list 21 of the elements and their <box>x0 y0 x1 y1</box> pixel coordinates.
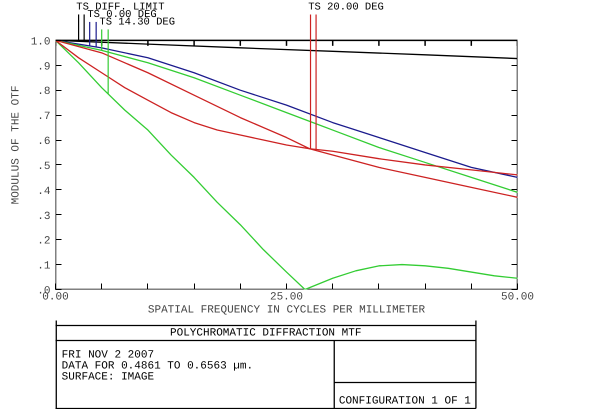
x-tick-label: 25.00 <box>270 292 304 304</box>
y-tick-label: .7 <box>37 111 50 124</box>
y-tick-label: .1 <box>37 260 51 273</box>
y-axis-title: MODULUS OF THE OTF <box>10 86 23 204</box>
y-tick-label: .9 <box>37 61 50 74</box>
x-tick-label: 50.00 <box>500 292 534 304</box>
text: CONFIGURATION 1 OF 1 <box>338 396 472 408</box>
y-tick-label: .2 <box>37 236 50 248</box>
y-tick-label: .5 <box>37 160 50 173</box>
y-tick-label: .6 <box>37 136 50 148</box>
y-tick-label: 1.0 <box>30 36 51 48</box>
text: FRI NOV 2 2007 <box>62 350 154 362</box>
y-tick-label: .4 <box>37 186 51 198</box>
text: DATA FOR 0.4861 TO 0.6563 µm. <box>62 360 254 372</box>
x-axis-title: SPATIAL FREQUENCY IN CYCLES PER MILLIMETER <box>148 304 426 316</box>
y-tick-label: .3 <box>37 210 50 223</box>
y-tick-label: .8 <box>37 86 50 98</box>
text: TS 20.00 DEG <box>308 1 384 14</box>
x-tick-label: 0.00 <box>42 292 69 304</box>
text: SURFACE: IMAGE <box>62 372 154 384</box>
text: POLYCHROMATIC DIFFRACTION MTF <box>170 328 362 340</box>
